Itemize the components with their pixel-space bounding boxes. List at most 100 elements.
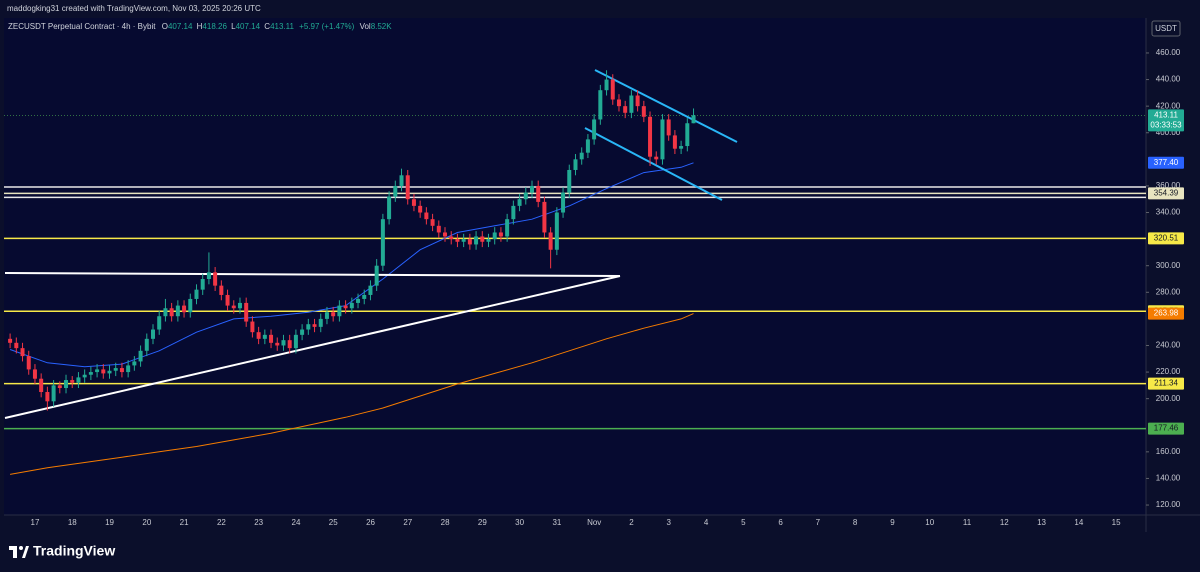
- candle-body: [182, 305, 187, 313]
- x-tick-label: 28: [441, 518, 450, 527]
- candle-body: [244, 302, 249, 322]
- candle-body: [331, 312, 336, 317]
- candle-body: [101, 369, 106, 374]
- candle-body: [88, 372, 93, 375]
- trend-line: [4, 272, 621, 277]
- candle-body: [231, 305, 236, 309]
- candle-body: [486, 239, 491, 242]
- x-tick-label: 11: [963, 518, 972, 527]
- candle-body: [548, 232, 553, 250]
- candle-body: [523, 192, 528, 200]
- x-tick-label: 23: [254, 518, 263, 527]
- candle-body: [480, 236, 485, 242]
- level-tag: 177.46: [1154, 424, 1179, 433]
- candle-body: [424, 212, 429, 220]
- x-tick-label: 9: [890, 518, 895, 527]
- candle-body: [82, 374, 87, 378]
- candle-body: [293, 334, 298, 349]
- candle-body: [573, 159, 578, 170]
- candle-body: [679, 146, 684, 149]
- change: +5.97 (+1.47%): [299, 22, 354, 31]
- candle-body: [132, 361, 137, 366]
- x-tick-label: 15: [1112, 518, 1121, 527]
- candle-body: [14, 342, 19, 349]
- candle-body: [356, 298, 361, 303]
- candle-body: [536, 185, 541, 202]
- candle-body: [306, 324, 311, 330]
- x-tick-label: 31: [552, 518, 561, 527]
- candle-body: [157, 316, 162, 330]
- level-tag-bg: [1148, 232, 1184, 245]
- y-tick-label: 140.00: [1156, 474, 1181, 483]
- candle-body: [660, 119, 665, 160]
- candle-body: [374, 265, 379, 286]
- last-price-tag: 413.11: [1154, 110, 1178, 119]
- x-tick-label: 29: [478, 518, 487, 527]
- candle-body: [256, 332, 261, 339]
- x-tick-label: 7: [816, 518, 821, 527]
- candle-body: [387, 196, 392, 220]
- candle-body: [393, 185, 398, 197]
- candle-body: [635, 95, 640, 107]
- candle-body: [604, 79, 609, 91]
- logo-mark: [13, 546, 17, 558]
- candle-body: [567, 169, 572, 193]
- l-label: L: [231, 22, 236, 31]
- c-value: 413.11: [270, 22, 294, 31]
- trend-line: [4, 275, 621, 419]
- candle-body: [194, 289, 199, 299]
- x-tick-label: 25: [329, 518, 338, 527]
- ma-tag-bg: [1148, 156, 1184, 169]
- candle-body: [405, 175, 410, 200]
- x-tick-label: 2: [629, 518, 634, 527]
- logo-mark: [22, 546, 29, 558]
- level-tag-bg: [1148, 187, 1184, 200]
- x-tick-label: 3: [667, 518, 672, 527]
- candle-body: [474, 236, 479, 245]
- candle-body: [57, 385, 62, 389]
- candle-body: [337, 305, 342, 317]
- candle-body: [169, 308, 174, 317]
- currency-box: [1151, 20, 1181, 37]
- candle-body: [119, 368, 124, 373]
- y-tick-label: 300.00: [1156, 261, 1181, 270]
- level-tag: 320.51: [1154, 234, 1179, 243]
- last-price-tag-bg: [1148, 109, 1184, 132]
- candle-body: [262, 334, 267, 339]
- x-tick-label: 10: [925, 518, 934, 527]
- x-tick-label: 21: [180, 518, 189, 527]
- candle-body: [616, 99, 621, 107]
- y-tick-label: 400.00: [1156, 128, 1181, 137]
- ohlc-header: ZECUSDT Perpetual Contract · 4h · Bybit …: [8, 22, 392, 31]
- candle-body: [399, 175, 404, 186]
- candle-body: [150, 329, 155, 339]
- candle-body: [20, 348, 25, 357]
- candle-body: [225, 294, 230, 306]
- candle-body: [380, 219, 385, 266]
- candle-body: [188, 298, 193, 313]
- candle-body: [505, 219, 510, 237]
- candle-body: [107, 370, 112, 374]
- candle-body: [51, 385, 56, 402]
- candle-body: [126, 365, 131, 373]
- candle-body: [672, 135, 677, 149]
- x-tick-label: 30: [515, 518, 524, 527]
- level-tag-bg: [1148, 377, 1184, 390]
- candle-body: [70, 380, 75, 383]
- candle-body: [654, 156, 659, 160]
- candle-body: [498, 232, 503, 237]
- y-tick-label: 420.00: [1156, 101, 1181, 110]
- candle-body: [269, 334, 274, 343]
- candle-body: [163, 308, 168, 317]
- candle-body: [467, 239, 472, 245]
- candle-body: [8, 338, 13, 343]
- ma-tag-bg: [1148, 307, 1184, 320]
- candle-body: [26, 356, 31, 370]
- x-tick-label: 4: [704, 518, 709, 527]
- x-tick-label: Nov: [587, 518, 601, 527]
- candle-body: [219, 285, 224, 295]
- candle-body: [287, 340, 292, 349]
- candle-body: [430, 219, 435, 226]
- candle-body: [318, 318, 323, 327]
- candle-body: [561, 192, 566, 213]
